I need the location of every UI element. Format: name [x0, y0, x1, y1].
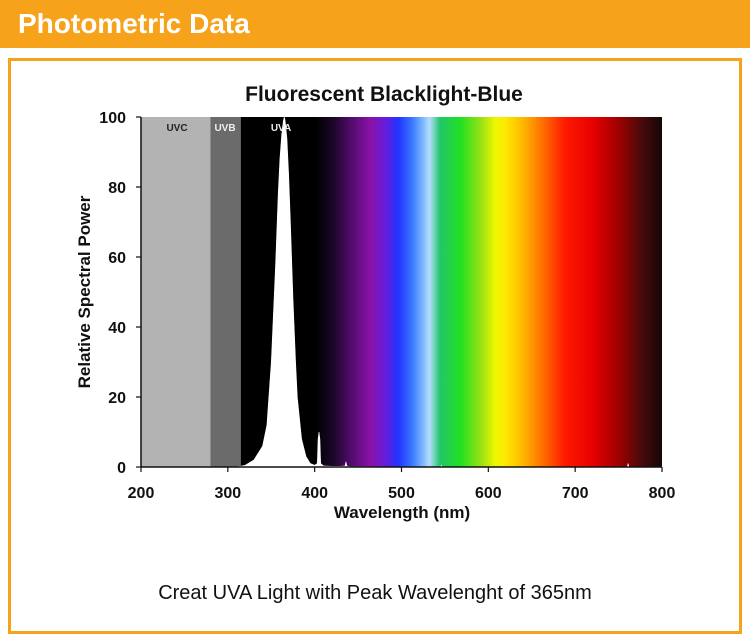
- page-title: Photometric Data: [18, 8, 250, 39]
- band-label-uva: UVA: [271, 123, 291, 134]
- x-axis-label: Wavelength (nm): [334, 503, 470, 522]
- x-tick-label: 600: [475, 485, 502, 502]
- y-axis: 0 20 40 60 80 100: [99, 110, 142, 477]
- band-uvc: [141, 117, 211, 467]
- x-tick-label: 200: [128, 485, 155, 502]
- x-tick-label: 800: [649, 485, 676, 502]
- band-label-uvc: UVC: [166, 123, 187, 134]
- chart-title: Fluorescent Blacklight-Blue: [245, 83, 523, 106]
- y-tick-label: 0: [117, 460, 126, 477]
- visible-spectrum-band: [240, 117, 662, 467]
- y-tick-label: 20: [108, 390, 126, 407]
- y-axis-label: Relative Spectral Power: [75, 195, 94, 388]
- band-uvb: [210, 117, 241, 467]
- plot-background: [141, 117, 662, 467]
- chart-caption: Creat UVA Light with Peak Wavelenght of …: [158, 582, 592, 604]
- x-tick-label: 500: [388, 485, 415, 502]
- x-tick-label: 700: [562, 485, 589, 502]
- y-tick-label: 40: [108, 320, 126, 337]
- band-labels: UVC UVB UVA: [166, 123, 291, 134]
- x-axis: 200 300 400 500 600 700 800: [128, 466, 676, 502]
- x-tick-label: 400: [301, 485, 328, 502]
- x-tick-label: 300: [214, 485, 241, 502]
- y-tick-label: 80: [108, 180, 126, 197]
- y-tick-label: 100: [99, 110, 126, 127]
- header-banner: Photometric Data: [0, 0, 750, 48]
- band-label-uvb: UVB: [214, 123, 235, 134]
- y-tick-label: 60: [108, 250, 126, 267]
- spectral-power-curve: [236, 116, 662, 468]
